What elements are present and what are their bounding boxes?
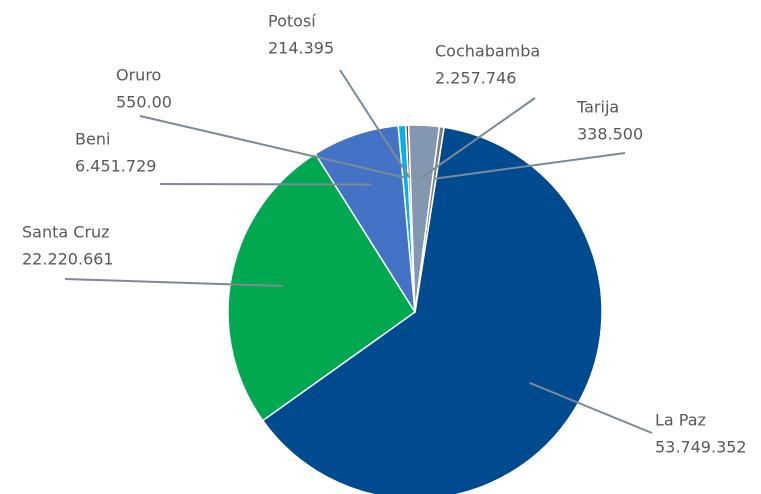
slice-label-name: Cochabamba	[435, 42, 540, 61]
slice-label-value: 338.500	[577, 125, 643, 144]
slice-label-value: 2.257.746	[435, 69, 516, 88]
slice-label-value: 53.749.352	[655, 438, 747, 457]
slice-label-name: Tarija	[576, 98, 619, 117]
slice-label-name: La Paz	[655, 411, 706, 430]
pie-slice	[227, 152, 417, 422]
pie-slice	[261, 126, 603, 494]
slice-label-name: Santa Cruz	[22, 223, 110, 242]
slice-label-name: Beni	[75, 130, 110, 149]
leader-line	[434, 152, 626, 180]
slice-label-value: 6.451.729	[75, 157, 156, 176]
leader-line	[339, 69, 411, 179]
leader-line	[139, 115, 406, 179]
leader-line	[420, 97, 536, 179]
slice-label-name: Potosí	[268, 12, 316, 31]
pie-slice	[414, 125, 445, 313]
slice-label-value: 550.00	[116, 93, 172, 112]
leader-line	[64, 278, 283, 287]
slice-label-value: 214.395	[268, 39, 334, 58]
slice-label-value: 22.220.661	[22, 250, 114, 269]
slice-label-name: Oruro	[116, 66, 161, 85]
leader-line	[529, 381, 653, 434]
